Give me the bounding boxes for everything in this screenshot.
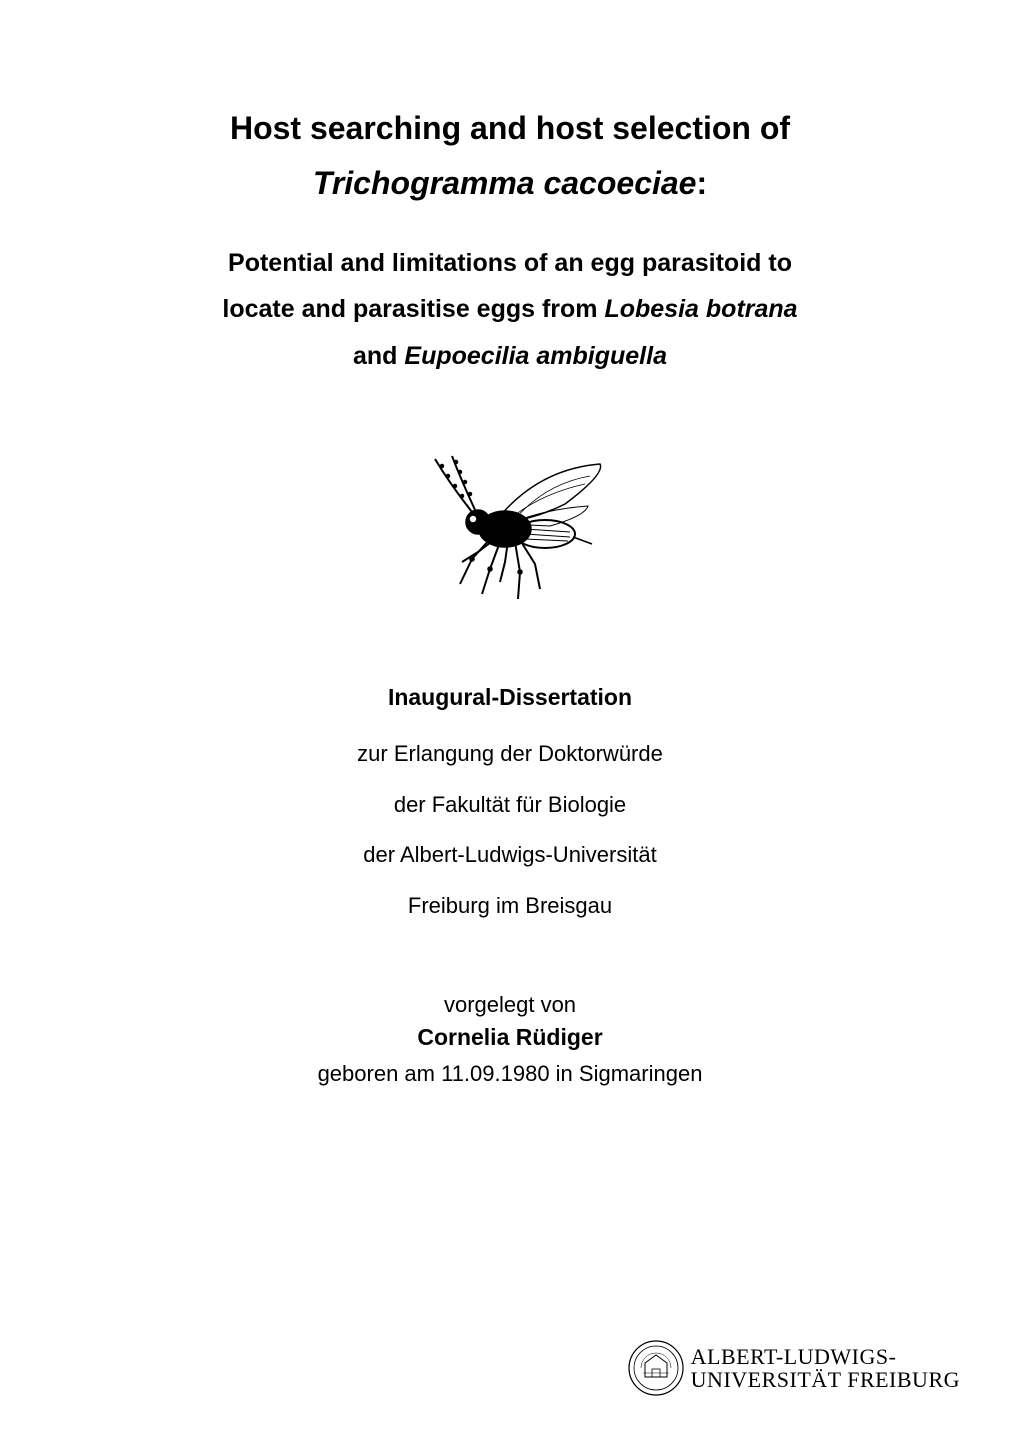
main-title-line1: Host searching and host selection of bbox=[100, 110, 920, 147]
submitted-by: vorgelegt von bbox=[100, 992, 920, 1018]
main-title-line2: Trichogramma cacoeciae: bbox=[100, 165, 920, 202]
subtitle: Potential and limitations of an egg para… bbox=[100, 240, 920, 379]
university-seal-icon bbox=[627, 1339, 685, 1397]
faculty-line4: Freiburg im Breisgau bbox=[100, 891, 920, 922]
logo-text-line1: ALBERT-LUDWIGS- bbox=[691, 1345, 960, 1368]
species-name-lobesia: Lobesia botrana bbox=[604, 295, 797, 323]
faculty-line2: der Fakultät für Biologie bbox=[100, 790, 920, 821]
subtitle-line1: Potential and limitations of an egg para… bbox=[100, 240, 920, 286]
faculty-block: zur Erlangung der Doktorwürde der Fakult… bbox=[100, 739, 920, 922]
title-colon: : bbox=[696, 165, 707, 201]
author-name: Cornelia Rüdiger bbox=[100, 1024, 920, 1051]
species-name-eupoecilia: Eupoecilia ambiguella bbox=[404, 342, 667, 370]
faculty-line1: zur Erlangung der Doktorwürde bbox=[100, 739, 920, 770]
wasp-illustration bbox=[390, 434, 630, 609]
subtitle-line2: locate and parasitise eggs from Lobesia … bbox=[100, 286, 920, 332]
subtitle-line3: and Eupoecilia ambiguella bbox=[100, 333, 920, 379]
logo-text-line2: UNIVERSITÄT FREIBURG bbox=[691, 1368, 960, 1391]
university-logo-text: ALBERT-LUDWIGS- UNIVERSITÄT FREIBURG bbox=[691, 1345, 960, 1391]
university-logo: ALBERT-LUDWIGS- UNIVERSITÄT FREIBURG bbox=[627, 1339, 960, 1397]
species-name-title: Trichogramma cacoeciae bbox=[313, 165, 697, 201]
dissertation-heading: Inaugural-Dissertation bbox=[100, 684, 920, 711]
birth-info: geboren am 11.09.1980 in Sigmaringen bbox=[100, 1061, 920, 1087]
faculty-line3: der Albert-Ludwigs-Universität bbox=[100, 840, 920, 871]
